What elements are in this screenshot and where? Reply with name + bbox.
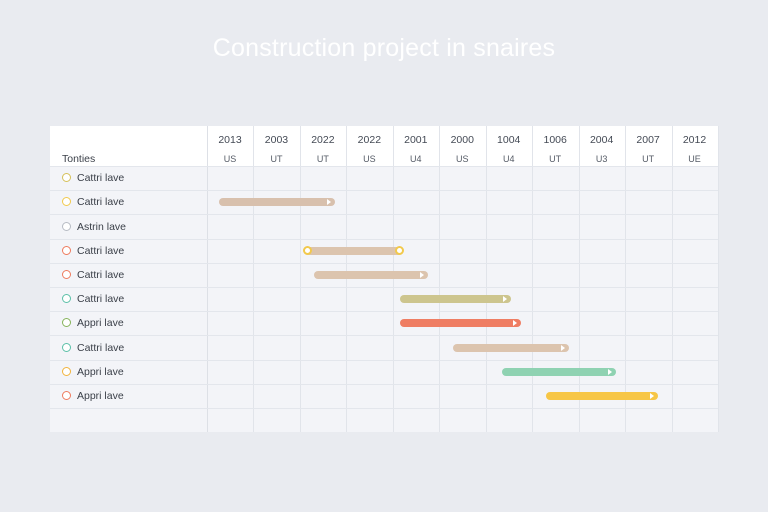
- task-label: Cattri lave: [62, 194, 124, 210]
- task-label-text: Astrin lave: [77, 220, 127, 233]
- timeline-unit-label: US: [363, 154, 376, 164]
- task-label: Appri lave: [62, 388, 124, 404]
- task-end-arrow-icon: [326, 199, 331, 206]
- timeline-year-label: 2022: [357, 134, 382, 146]
- timeline-year-label: 2022: [311, 134, 335, 146]
- timeline-header: [50, 126, 718, 166]
- task-label-text: Cattri lave: [77, 244, 125, 257]
- timeline-year-label: 2001: [404, 134, 428, 146]
- task-status-icon: [62, 294, 71, 304]
- task-label: Cattri lave: [62, 267, 124, 283]
- timeline-unit-label: UT: [316, 154, 329, 164]
- task-status-icon: [62, 366, 71, 376]
- task-status-icon: [62, 269, 71, 279]
- task-bar[interactable]: [399, 319, 521, 328]
- task-label-text: Cattri lave: [77, 341, 125, 354]
- gantt-chart: Tonties 2013 US 2003 UT 2022 UT 2022 US 2001 U4 20…: [50, 126, 719, 432]
- grid-row-line: [50, 335, 718, 337]
- timeline-year-label: 1006: [543, 134, 567, 146]
- timeline-unit-label: U4: [410, 154, 422, 164]
- task-status-icon: [62, 342, 71, 352]
- task-end-arrow-icon: [607, 368, 612, 375]
- timeline-year-label: 2013: [218, 134, 242, 146]
- task-bar[interactable]: [218, 198, 335, 207]
- timeline-unit-label: UT: [549, 154, 562, 164]
- task-status-icon: [62, 318, 71, 328]
- task-bar[interactable]: [313, 270, 428, 279]
- task-label-text: Cattri lave: [77, 293, 125, 306]
- task-status-icon: [62, 173, 71, 183]
- task-bar[interactable]: [304, 246, 403, 255]
- task-label: Appri lave: [62, 364, 124, 380]
- grid-column-line: [485, 126, 487, 432]
- grid-row-line: [50, 311, 718, 313]
- grid-column-line: [718, 126, 719, 432]
- grid-row-line: [50, 408, 718, 409]
- task-status-icon: [62, 390, 71, 400]
- grid-column-line: [299, 126, 301, 432]
- task-label: Cattri lave: [62, 243, 124, 259]
- task-label-text: Cattri lave: [77, 268, 125, 281]
- chart-title: Construction project in snaires: [212, 34, 556, 62]
- grid-row-line: [50, 190, 718, 192]
- task-end-arrow-icon: [649, 392, 654, 399]
- timeline-year-label: 2007: [636, 134, 660, 146]
- grid-column-line: [578, 126, 580, 432]
- grid-row-line: [50, 359, 718, 361]
- task-end-arrow-icon: [512, 320, 517, 327]
- grid-column-line: [253, 126, 255, 432]
- timeline-unit-label: U3: [595, 154, 608, 164]
- task-bar[interactable]: [453, 343, 570, 352]
- grid-column-line: [207, 126, 208, 432]
- task-end-arrow-icon: [561, 344, 566, 351]
- task-status-icon: [62, 245, 71, 255]
- grid-row-line: [50, 166, 718, 167]
- grid-row-line: [50, 383, 718, 385]
- task-status-icon: [62, 197, 71, 207]
- timeline-year-label: 2012: [682, 134, 707, 146]
- task-start-handle[interactable]: [302, 246, 312, 256]
- task-label-text: Appri lave: [77, 317, 124, 330]
- task-end-arrow-icon: [503, 296, 508, 303]
- task-end-arrow-icon: [419, 271, 424, 278]
- timeline-unit-label: UT: [642, 154, 655, 164]
- grid-column-line: [625, 126, 627, 432]
- task-status-icon: [62, 221, 71, 231]
- timeline-unit-label: UT: [270, 154, 283, 164]
- grid-row-line: [50, 287, 718, 288]
- task-label-text: Appri lave: [77, 365, 124, 378]
- task-label: Cattri lave: [62, 291, 124, 307]
- task-label-text: Cattri lave: [77, 196, 125, 209]
- timeline-year-label: 1004: [497, 134, 521, 146]
- task-label-text: Appri lave: [77, 389, 124, 402]
- grid-column-line: [346, 126, 348, 432]
- task-bar[interactable]: [501, 367, 616, 376]
- timeline-year-label: 2000: [450, 134, 474, 146]
- timeline-unit-label: UE: [688, 154, 701, 164]
- timeline-unit-label: US: [456, 154, 469, 164]
- task-bar[interactable]: [546, 391, 658, 400]
- task-label-text: Cattri lave: [77, 172, 125, 185]
- grid-row-line: [50, 238, 718, 240]
- task-bar[interactable]: [399, 295, 512, 304]
- timeline-unit-label: U4: [502, 154, 515, 164]
- task-label: Astrin lave: [62, 219, 126, 235]
- task-label: Cattri lave: [62, 170, 124, 186]
- grid-row-line: [50, 262, 718, 264]
- grid-column-line: [532, 126, 534, 432]
- grid-column-line: [671, 126, 673, 432]
- grid-column-line: [439, 126, 441, 432]
- label-column-header: Tonties: [62, 153, 96, 165]
- timeline-year-label: 2004: [589, 134, 614, 146]
- grid-column-line: [392, 126, 394, 432]
- task-label: Appri lave: [62, 315, 124, 331]
- timeline-year-label: 2003: [264, 134, 289, 146]
- timeline-unit-label: US: [223, 154, 237, 164]
- task-label: Cattri lave: [62, 340, 124, 356]
- grid-row-line: [50, 214, 718, 216]
- task-end-handle[interactable]: [395, 246, 405, 256]
